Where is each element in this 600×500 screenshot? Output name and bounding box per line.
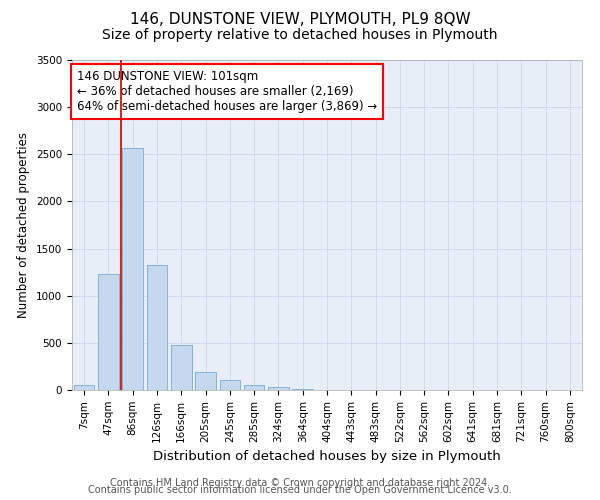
- Text: Contains public sector information licensed under the Open Government Licence v3: Contains public sector information licen…: [88, 485, 512, 495]
- Bar: [171, 344, 191, 390]
- Bar: [244, 386, 265, 390]
- Text: Contains HM Land Registry data © Crown copyright and database right 2024.: Contains HM Land Registry data © Crown c…: [110, 478, 490, 488]
- Bar: [292, 389, 313, 390]
- Text: 146 DUNSTONE VIEW: 101sqm
← 36% of detached houses are smaller (2,169)
64% of se: 146 DUNSTONE VIEW: 101sqm ← 36% of detac…: [77, 70, 377, 113]
- Bar: [268, 387, 289, 390]
- Bar: [74, 386, 94, 390]
- X-axis label: Distribution of detached houses by size in Plymouth: Distribution of detached houses by size …: [153, 450, 501, 463]
- Bar: [98, 274, 119, 390]
- Text: Size of property relative to detached houses in Plymouth: Size of property relative to detached ho…: [102, 28, 498, 42]
- Bar: [195, 372, 216, 390]
- Bar: [122, 148, 143, 390]
- Text: 146, DUNSTONE VIEW, PLYMOUTH, PL9 8QW: 146, DUNSTONE VIEW, PLYMOUTH, PL9 8QW: [130, 12, 470, 28]
- Y-axis label: Number of detached properties: Number of detached properties: [17, 132, 31, 318]
- Bar: [220, 380, 240, 390]
- Bar: [146, 264, 167, 390]
